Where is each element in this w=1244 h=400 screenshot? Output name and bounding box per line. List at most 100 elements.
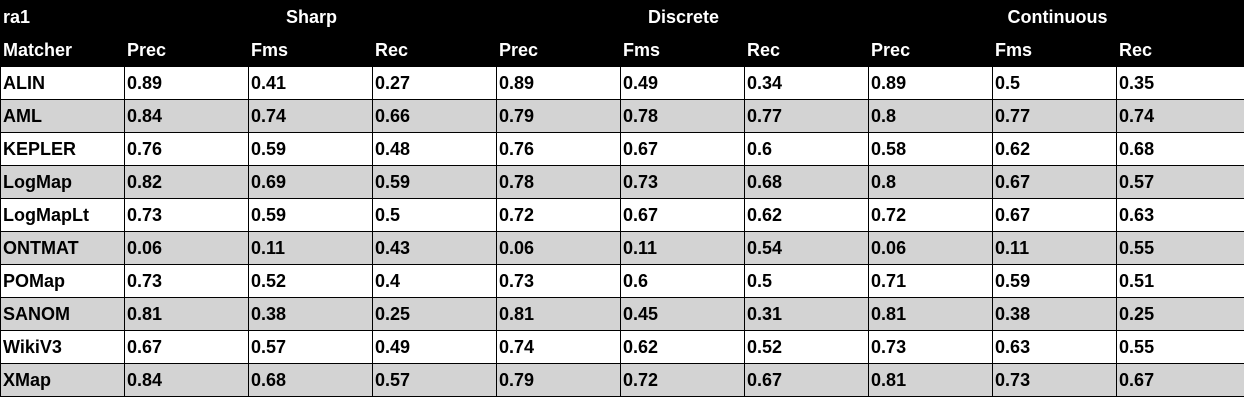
- cell-discrete-prec: 0.79: [497, 100, 621, 133]
- cell-discrete-prec: 0.79: [497, 364, 621, 397]
- cell-discrete-fms: 0.67: [621, 133, 745, 166]
- cell-sharp-fms: 0.57: [249, 331, 373, 364]
- cell-discrete-rec: 0.5: [745, 265, 869, 298]
- cell-matcher: POMap: [1, 265, 125, 298]
- cell-sharp-prec: 0.76: [125, 133, 249, 166]
- corner-label: ra1: [1, 1, 125, 34]
- cell-continuous-fms: 0.38: [993, 298, 1117, 331]
- cell-discrete-rec: 0.68: [745, 166, 869, 199]
- cell-continuous-prec: 0.8: [869, 100, 993, 133]
- cell-sharp-prec: 0.84: [125, 364, 249, 397]
- cell-sharp-fms: 0.11: [249, 232, 373, 265]
- table-header: ra1 Sharp Discrete Continuous Matcher Pr…: [1, 1, 1244, 67]
- cell-discrete-prec: 0.81: [497, 298, 621, 331]
- cell-continuous-rec: 0.67: [1117, 364, 1244, 397]
- cell-sharp-rec: 0.5: [373, 199, 497, 232]
- cell-discrete-rec: 0.67: [745, 364, 869, 397]
- table-body: ALIN 0.89 0.41 0.27 0.89 0.49 0.34 0.89 0.5 0.35 A…: [1, 67, 1244, 397]
- cell-discrete-prec: 0.72: [497, 199, 621, 232]
- cell-discrete-rec: 0.54: [745, 232, 869, 265]
- cell-matcher: KEPLER: [1, 133, 125, 166]
- cell-discrete-prec: 0.78: [497, 166, 621, 199]
- cell-discrete-fms: 0.73: [621, 166, 745, 199]
- cell-sharp-prec: 0.82: [125, 166, 249, 199]
- cell-discrete-rec: 0.31: [745, 298, 869, 331]
- table-row: SANOM 0.81 0.38 0.25 0.81 0.45 0.31 0.81 0.38 0.2…: [1, 298, 1244, 331]
- cell-continuous-prec: 0.58: [869, 133, 993, 166]
- cell-continuous-rec: 0.35: [1117, 67, 1244, 100]
- column-header-continuous-prec: Prec: [869, 34, 993, 67]
- group-header-discrete: Discrete: [497, 1, 869, 34]
- cell-continuous-rec: 0.51: [1117, 265, 1244, 298]
- cell-discrete-rec: 0.62: [745, 199, 869, 232]
- cell-sharp-rec: 0.49: [373, 331, 497, 364]
- cell-sharp-prec: 0.73: [125, 265, 249, 298]
- cell-sharp-rec: 0.27: [373, 67, 497, 100]
- cell-matcher: WikiV3: [1, 331, 125, 364]
- cell-discrete-rec: 0.77: [745, 100, 869, 133]
- cell-discrete-fms: 0.49: [621, 67, 745, 100]
- cell-sharp-fms: 0.68: [249, 364, 373, 397]
- cell-sharp-rec: 0.66: [373, 100, 497, 133]
- cell-continuous-fms: 0.67: [993, 166, 1117, 199]
- cell-continuous-fms: 0.59: [993, 265, 1117, 298]
- cell-matcher: XMap: [1, 364, 125, 397]
- cell-discrete-fms: 0.45: [621, 298, 745, 331]
- cell-sharp-prec: 0.81: [125, 298, 249, 331]
- cell-sharp-rec: 0.4: [373, 265, 497, 298]
- cell-sharp-prec: 0.73: [125, 199, 249, 232]
- cell-discrete-fms: 0.62: [621, 331, 745, 364]
- group-header-row: ra1 Sharp Discrete Continuous: [1, 1, 1244, 34]
- cell-continuous-fms: 0.62: [993, 133, 1117, 166]
- cell-continuous-rec: 0.55: [1117, 232, 1244, 265]
- cell-continuous-prec: 0.89: [869, 67, 993, 100]
- cell-sharp-prec: 0.89: [125, 67, 249, 100]
- cell-sharp-rec: 0.25: [373, 298, 497, 331]
- cell-continuous-fms: 0.5: [993, 67, 1117, 100]
- cell-matcher: LogMapLt: [1, 199, 125, 232]
- cell-discrete-prec: 0.74: [497, 331, 621, 364]
- cell-discrete-prec: 0.89: [497, 67, 621, 100]
- column-header-matcher: Matcher: [1, 34, 125, 67]
- column-header-sharp-prec: Prec: [125, 34, 249, 67]
- cell-continuous-fms: 0.77: [993, 100, 1117, 133]
- cell-discrete-fms: 0.72: [621, 364, 745, 397]
- cell-discrete-prec: 0.76: [497, 133, 621, 166]
- cell-sharp-fms: 0.52: [249, 265, 373, 298]
- column-header-sharp-rec: Rec: [373, 34, 497, 67]
- cell-continuous-fms: 0.63: [993, 331, 1117, 364]
- cell-matcher: AML: [1, 100, 125, 133]
- column-header-continuous-fms: Fms: [993, 34, 1117, 67]
- table-row: AML 0.84 0.74 0.66 0.79 0.78 0.77 0.8 0.77 0.74: [1, 100, 1244, 133]
- cell-sharp-prec: 0.06: [125, 232, 249, 265]
- cell-continuous-fms: 0.11: [993, 232, 1117, 265]
- cell-matcher: SANOM: [1, 298, 125, 331]
- cell-continuous-prec: 0.8: [869, 166, 993, 199]
- cell-sharp-fms: 0.69: [249, 166, 373, 199]
- table-row: ONTMAT 0.06 0.11 0.43 0.06 0.11 0.54 0.06 0.11 0.…: [1, 232, 1244, 265]
- cell-continuous-fms: 0.73: [993, 364, 1117, 397]
- cell-matcher: ALIN: [1, 67, 125, 100]
- cell-continuous-prec: 0.72: [869, 199, 993, 232]
- column-header-discrete-fms: Fms: [621, 34, 745, 67]
- cell-sharp-rec: 0.59: [373, 166, 497, 199]
- cell-matcher: LogMap: [1, 166, 125, 199]
- cell-sharp-fms: 0.59: [249, 133, 373, 166]
- cell-discrete-rec: 0.34: [745, 67, 869, 100]
- cell-sharp-fms: 0.41: [249, 67, 373, 100]
- cell-continuous-rec: 0.68: [1117, 133, 1244, 166]
- cell-discrete-rec: 0.52: [745, 331, 869, 364]
- cell-discrete-fms: 0.6: [621, 265, 745, 298]
- cell-continuous-fms: 0.67: [993, 199, 1117, 232]
- cell-sharp-prec: 0.84: [125, 100, 249, 133]
- column-header-discrete-prec: Prec: [497, 34, 621, 67]
- table-row: LogMapLt 0.73 0.59 0.5 0.72 0.67 0.62 0.72 0.67 0…: [1, 199, 1244, 232]
- table-row: LogMap 0.82 0.69 0.59 0.78 0.73 0.68 0.8 0.67 0.5…: [1, 166, 1244, 199]
- cell-continuous-prec: 0.81: [869, 364, 993, 397]
- cell-discrete-prec: 0.73: [497, 265, 621, 298]
- cell-continuous-rec: 0.25: [1117, 298, 1244, 331]
- cell-continuous-rec: 0.55: [1117, 331, 1244, 364]
- cell-continuous-prec: 0.06: [869, 232, 993, 265]
- cell-discrete-prec: 0.06: [497, 232, 621, 265]
